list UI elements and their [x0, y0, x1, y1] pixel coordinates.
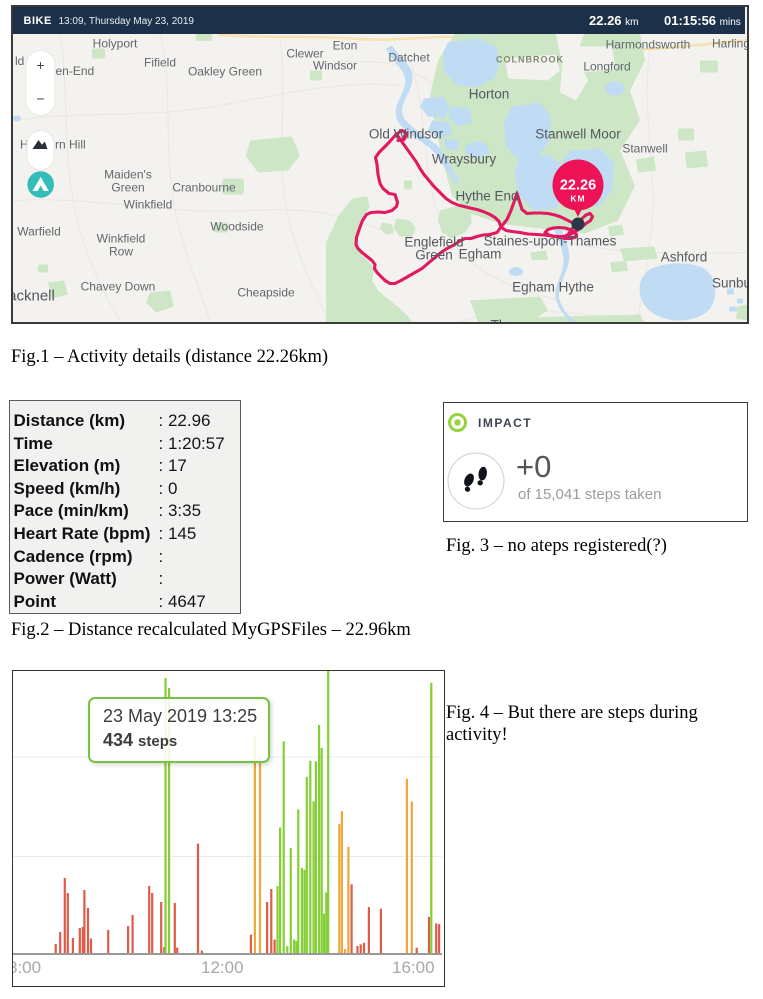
svg-text:Bracknell: Bracknell — [13, 287, 55, 304]
svg-text:Thorpe: Thorpe — [491, 317, 534, 322]
svg-text:Egham Hythe: Egham Hythe — [512, 279, 594, 294]
svg-text:Fifield: Fifield — [144, 55, 176, 69]
svg-text:Green: Green — [415, 247, 453, 262]
svg-text:ld: ld — [15, 54, 24, 68]
svg-text:Sunbury: Sunbury — [712, 275, 747, 290]
svg-text:Longford: Longford — [583, 59, 630, 73]
svg-text:Warfield: Warfield — [17, 224, 61, 238]
svg-text:Row: Row — [109, 244, 133, 258]
svg-text:Harlington: Harlington — [712, 36, 747, 50]
svg-text:Eton: Eton — [333, 38, 358, 52]
svg-text:Harmondsworth: Harmondsworth — [606, 37, 691, 51]
svg-text:+: + — [36, 57, 44, 73]
svg-text:Holyport: Holyport — [93, 36, 138, 50]
svg-text:Winkfield: Winkfield — [97, 231, 146, 245]
svg-text:−: − — [36, 90, 44, 106]
svg-text:H: H — [20, 137, 29, 151]
svg-text:rn Hill: rn Hill — [55, 137, 86, 151]
svg-text:Staines-upon-Thames: Staines-upon-Thames — [484, 233, 617, 248]
svg-text:Stanwell Moor: Stanwell Moor — [535, 126, 621, 141]
svg-text:Chavey Down: Chavey Down — [81, 279, 156, 293]
svg-text:Old Windsor: Old Windsor — [369, 126, 444, 141]
svg-text:22.26: 22.26 — [560, 177, 596, 193]
svg-text:Windsor: Windsor — [313, 58, 357, 72]
svg-text:Hythe End: Hythe End — [455, 188, 518, 203]
svg-text:Cheapside: Cheapside — [237, 285, 295, 299]
svg-text:Cranbourne: Cranbourne — [172, 180, 236, 194]
svg-text:Ashford: Ashford — [661, 249, 708, 264]
svg-text:COLNBROOK: COLNBROOK — [496, 54, 564, 64]
svg-text:Maiden's: Maiden's — [104, 167, 152, 181]
svg-text:Clewer: Clewer — [286, 46, 323, 60]
svg-text:en-End: en-End — [56, 64, 95, 78]
svg-text:Stanwell: Stanwell — [622, 141, 667, 155]
svg-text:Woodside: Woodside — [210, 219, 263, 233]
svg-text:Datchet: Datchet — [388, 50, 430, 64]
svg-text:KM: KM — [570, 193, 585, 203]
svg-text:Englefield: Englefield — [404, 234, 463, 249]
svg-text:Horton: Horton — [469, 86, 510, 101]
svg-text:Green: Green — [111, 180, 144, 194]
svg-text:Egham: Egham — [459, 246, 502, 261]
svg-text:Winkfield: Winkfield — [124, 197, 173, 211]
svg-text:Oakley Green: Oakley Green — [188, 64, 262, 78]
svg-text:Wraysbury: Wraysbury — [432, 151, 497, 166]
